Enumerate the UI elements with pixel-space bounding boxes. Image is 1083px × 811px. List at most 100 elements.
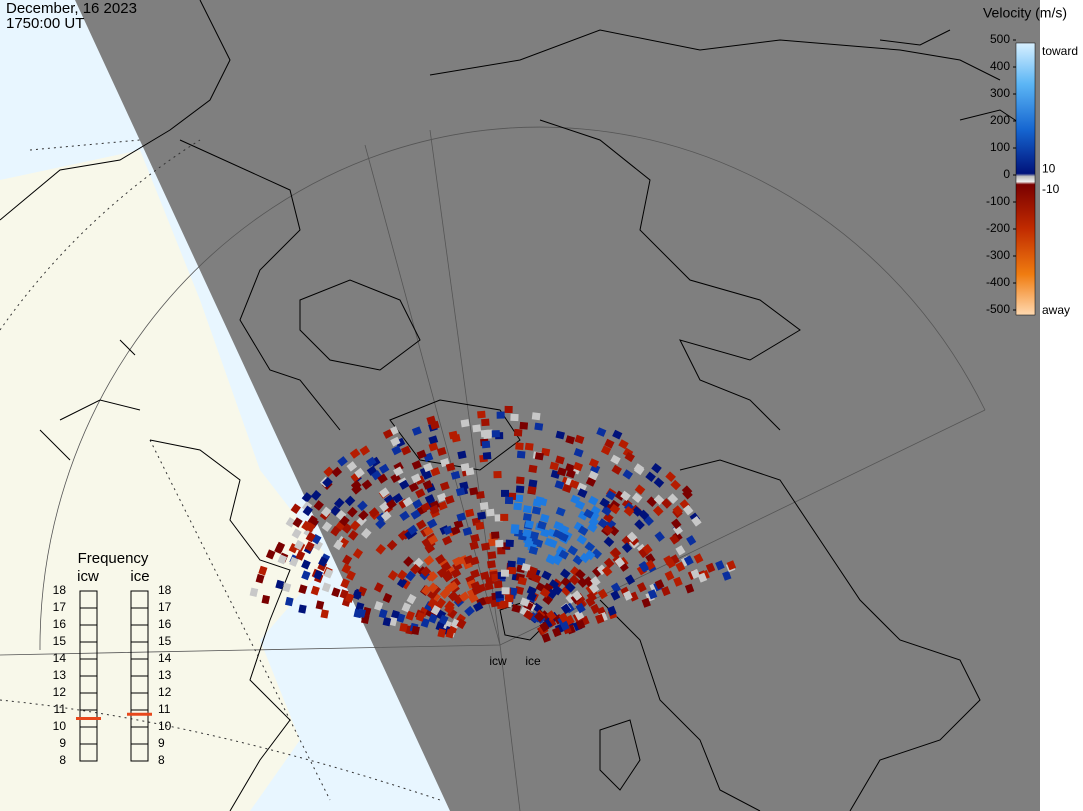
- frequency-tick-label: 12: [158, 685, 172, 699]
- velocity-tick-label: 400: [990, 59, 1010, 73]
- frequency-tick-label: 14: [53, 651, 67, 665]
- echo-cell: [583, 508, 594, 519]
- echo-cell: [429, 504, 440, 515]
- echo-cell: [322, 476, 333, 488]
- echo-cell: [560, 585, 572, 597]
- echo-cell: [573, 461, 584, 472]
- echo-cell: [444, 603, 455, 615]
- velocity-tick-label: -500: [986, 302, 1010, 316]
- echo-cell: [410, 509, 421, 520]
- echo-cell: [521, 563, 531, 572]
- echo-cell: [451, 434, 461, 443]
- echo-cell: [559, 568, 571, 579]
- echo-cell: [597, 588, 608, 600]
- echo-cell: [588, 583, 600, 594]
- echo-cell: [484, 581, 494, 591]
- echo-cell: [360, 528, 372, 539]
- velocity-scale: 500 400 300 200 100 0 -100 -200 -300 -400 -500 10 -1…: [986, 32, 1078, 317]
- echo-cell: [415, 611, 426, 622]
- radar-site-label: icw: [489, 654, 507, 668]
- echo-cell: [562, 483, 573, 494]
- echo-cell: [675, 561, 686, 572]
- frequency-tick-label: 9: [158, 736, 165, 750]
- echo-cell: [439, 481, 450, 491]
- echo-cell: [428, 435, 439, 445]
- echo-cell: [624, 451, 635, 463]
- echo-cell: [524, 442, 534, 451]
- frequency-tick-label: 11: [54, 702, 67, 716]
- echo-cell: [513, 428, 523, 437]
- echo-cell: [574, 500, 586, 510]
- echo-cell: [514, 586, 525, 595]
- frequency-tick-label: 13: [53, 668, 67, 682]
- echo-cell: [358, 509, 369, 521]
- echo-cell: [558, 532, 569, 542]
- echo-cell: [378, 608, 388, 619]
- echo-cell: [298, 584, 308, 595]
- echo-cell: [515, 442, 524, 450]
- echo-cell: [481, 440, 491, 449]
- echo-cell: [410, 563, 421, 575]
- echo-cell: [574, 434, 585, 445]
- echo-cell: [684, 583, 695, 594]
- frequency-tick-label: 16: [53, 617, 67, 631]
- echo-cell: [682, 488, 693, 500]
- echo-cell: [349, 520, 361, 531]
- echo-cell: [435, 621, 445, 632]
- echo-cell: [423, 525, 434, 537]
- echo-cell: [469, 487, 479, 496]
- echo-cell: [331, 587, 341, 598]
- echo-cell: [652, 505, 664, 517]
- echo-cell: [600, 445, 612, 456]
- frequency-tick-label: 18: [158, 583, 172, 597]
- echo-cell: [671, 518, 682, 530]
- legend-background: [1040, 0, 1083, 811]
- echo-cell: [311, 533, 322, 545]
- echo-cell: [510, 413, 519, 422]
- echo-cell: [442, 535, 453, 546]
- echo-cell: [488, 538, 497, 547]
- echo-cell: [715, 560, 725, 571]
- echo-cell: [601, 505, 612, 517]
- night-area: [75, 0, 1040, 811]
- echo-cell: [575, 602, 586, 614]
- echo-cell: [294, 539, 305, 551]
- echo-cell: [258, 565, 268, 576]
- echo-cell: [423, 462, 434, 473]
- echo-cell: [675, 545, 686, 556]
- echo-cell: [450, 525, 461, 536]
- echo-cell: [504, 496, 514, 505]
- echo-cell: [265, 549, 276, 560]
- echo-cell: [450, 568, 462, 579]
- echo-cell: [438, 614, 449, 625]
- echo-cell: [588, 458, 600, 468]
- echo-cell: [667, 493, 679, 505]
- frequency-tick-label: 15: [158, 634, 172, 648]
- echo-cell: [495, 539, 504, 548]
- echo-cell: [722, 570, 732, 581]
- echo-cell: [390, 609, 400, 620]
- echo-cell: [618, 439, 629, 450]
- echo-cell: [621, 542, 633, 554]
- radar-name: icw: [77, 568, 99, 585]
- echo-cell: [654, 531, 665, 542]
- echo-cell: [390, 472, 401, 484]
- echo-cell: [612, 429, 623, 440]
- echo-cell: [610, 454, 621, 465]
- echo-cell: [465, 508, 475, 518]
- echo-cell: [285, 596, 294, 607]
- echo-cell: [500, 513, 509, 521]
- frequency-tick-label: 9: [59, 736, 66, 750]
- echo-cell: [603, 557, 615, 569]
- echo-cell: [344, 593, 355, 603]
- echo-cell: [575, 619, 586, 630]
- echo-cell: [375, 543, 387, 555]
- echo-cell: [416, 449, 427, 460]
- echo-cell: [402, 496, 414, 508]
- echo-cell: [626, 531, 638, 543]
- echo-cell: [424, 543, 436, 554]
- echo-cell: [546, 554, 557, 565]
- echo-cell: [567, 545, 579, 556]
- echo-cell: [534, 452, 544, 461]
